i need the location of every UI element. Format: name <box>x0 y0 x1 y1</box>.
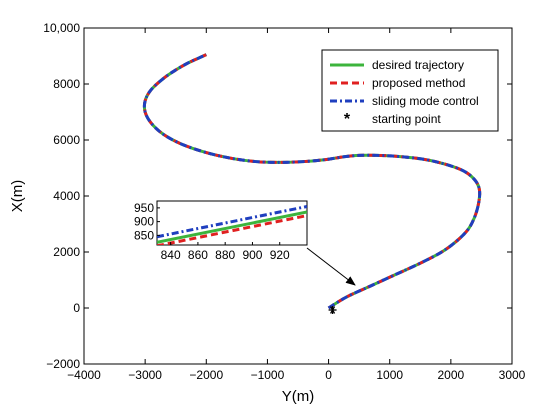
legend-label-sliding: sliding mode control <box>372 94 479 108</box>
inset-x-tick-label: 920 <box>270 248 290 262</box>
x-tick-label: −3000 <box>128 368 162 382</box>
inset-pointer-arrow <box>306 247 356 286</box>
y-tick-label: 4000 <box>53 189 80 203</box>
main-series-group <box>142 53 482 310</box>
legend-label-desired: desired trajectory <box>372 58 464 72</box>
inset-desired-line <box>157 210 307 244</box>
inset-x-tick-label: 840 <box>161 248 181 262</box>
inset-sliding-line <box>157 205 307 239</box>
x-tick-label: −2000 <box>189 368 223 382</box>
y-tick-label: 2000 <box>53 245 80 259</box>
y-tick-label: −2000 <box>46 357 80 371</box>
main-axis-ticks: −4000 −3000 −2000 −1000 0 1000 2000 3000 −2000 0 2… <box>43 21 525 382</box>
inset-x-tick-label: 860 <box>188 248 208 262</box>
x-tick-label: 2000 <box>438 368 465 382</box>
legend: desired trajectory proposed method slidi… <box>321 49 499 132</box>
legend-label-start: starting point <box>372 112 441 126</box>
inset-y-tick-label: 900 <box>134 215 154 229</box>
y-tick-label: 8000 <box>53 77 80 91</box>
x-axis-label: Y(m) <box>282 388 315 405</box>
start-marker-group <box>328 306 337 314</box>
inset-y-tick-label: 850 <box>134 228 154 242</box>
x-tick-label: −4000 <box>67 368 101 382</box>
y-tick-label: 10,000 <box>43 21 80 35</box>
x-tick-label: 3000 <box>499 368 526 382</box>
legend-label-proposed: proposed method <box>372 76 465 90</box>
sliding-mode-line <box>142 53 482 310</box>
legend-marker-start: * <box>344 111 351 128</box>
inset-x-tick-label: 900 <box>242 248 262 262</box>
y-tick-label: 0 <box>73 301 80 315</box>
inset-series-group <box>157 205 307 245</box>
y-tick-label: 6000 <box>53 133 80 147</box>
x-tick-label: 1000 <box>376 368 403 382</box>
inset-y-tick-label: 950 <box>134 201 154 215</box>
x-tick-label: 0 <box>325 368 332 382</box>
x-tick-label: −1000 <box>251 368 285 382</box>
inset-proposed-line <box>157 214 307 245</box>
y-axis-label: X(m) <box>9 180 26 213</box>
inset-x-tick-label: 880 <box>215 248 235 262</box>
